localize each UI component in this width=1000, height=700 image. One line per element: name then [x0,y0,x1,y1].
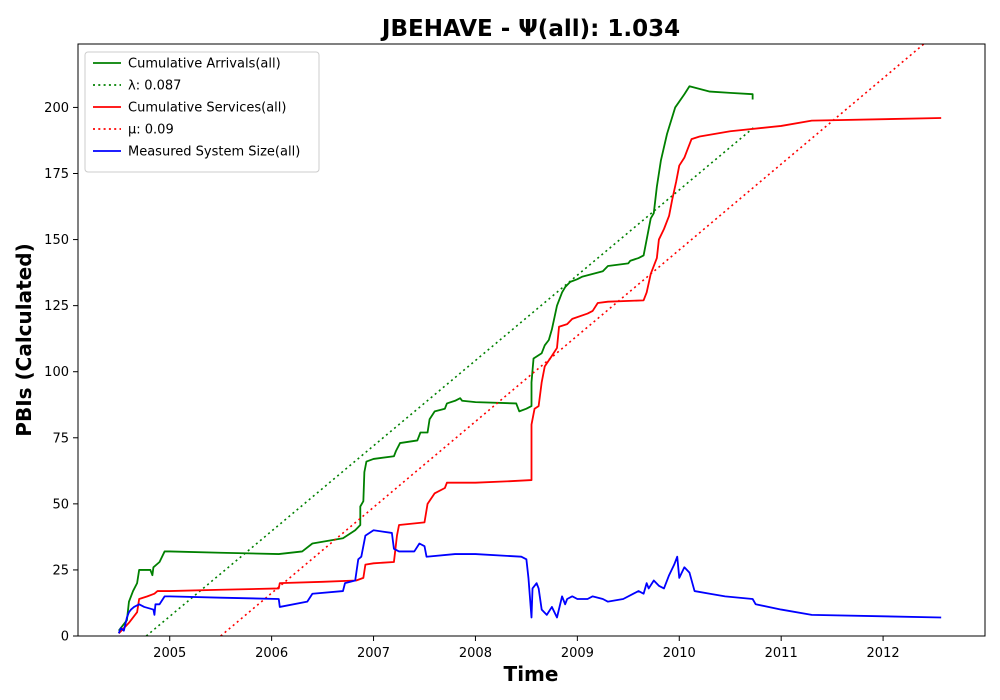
legend-box [84,51,320,173]
x-tick-label: 2009 [561,646,594,661]
y-axis-title: PBIs (Calculated) [12,243,36,436]
legend-label-measured-system-size-all: Measured System Size(all) [128,145,300,160]
x-tick-label: 2005 [153,646,186,661]
plot-area [117,44,942,636]
plot-frame [77,43,986,637]
y-tick-label: 75 [52,431,69,446]
y-tick-label: 125 [44,299,69,314]
x-axis-title: Time [504,662,559,686]
legend-label-cumulative-services-all: Cumulative Services(all) [128,101,286,116]
y-tick-label: 100 [44,365,69,380]
y-tick-label: 50 [52,497,69,512]
series-line-cumulative-services-all [118,117,942,634]
y-tick-label: 175 [44,167,69,182]
series-line-measured-system-size-all [117,529,942,634]
legend-label-cumulative-arrivals-all: Cumulative Arrivals(all) [128,57,281,72]
y-tick-label: 150 [44,233,69,248]
x-tick-label: 2010 [663,646,696,661]
x-tick-label: 2007 [357,646,390,661]
legend: Cumulative Arrivals(all) λ: 0.087 Cumulati… [84,51,320,173]
x-tick-label: 2012 [867,646,900,661]
x-axis: 2005 2006 2007 2008 2009 2010 2011 2012 [153,636,900,661]
x-tick-label: 2008 [459,646,492,661]
y-tick-label: 0 [61,630,69,645]
y-tick-label: 25 [52,563,69,578]
series-line-0-087 [145,125,757,636]
series-line-cumulative-arrivals-all [118,85,754,632]
x-tick-label: 2006 [255,646,288,661]
series-line-0-09 [220,44,925,636]
legend-label-0-09: μ: 0.09 [128,123,174,138]
legend-label-0-087: λ: 0.087 [128,79,181,94]
x-tick-label: 2011 [765,646,798,661]
chart-title: JBEHAVE - Ψ(all): 1.034 [380,16,680,42]
y-tick-label: 200 [44,101,69,116]
y-axis: 0 25 50 75 100 125 150 175 200 [44,101,78,645]
